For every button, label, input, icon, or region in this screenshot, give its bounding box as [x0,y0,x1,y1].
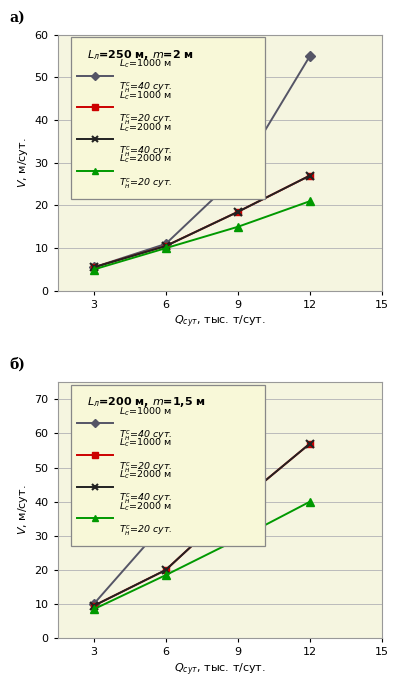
FancyBboxPatch shape [70,384,265,546]
Text: $T^с_н$=40 сут.: $T^с_н$=40 сут. [119,145,173,159]
Text: $L_с$=2000 м: $L_с$=2000 м [119,469,172,481]
Text: $T^с_н$=20 сут.: $T^с_н$=20 сут. [119,460,173,475]
Text: $L_с$=2000 м: $L_с$=2000 м [119,500,172,513]
Y-axis label: $V$, м/сут.: $V$, м/сут. [16,138,30,188]
X-axis label: $Q_{\mathit{сут}}$, тыс. т/сут.: $Q_{\mathit{сут}}$, тыс. т/сут. [174,314,266,331]
FancyBboxPatch shape [70,37,265,198]
Text: а): а) [9,10,25,25]
X-axis label: $Q_{\mathit{сут}}$, тыс. т/сут.: $Q_{\mathit{сут}}$, тыс. т/сут. [174,661,266,678]
Text: $T^с_н$=20 сут.: $T^с_н$=20 сут. [119,112,173,127]
Text: $\it{L}_{л}$=250 м, $\it{m}$=2 м: $\it{L}_{л}$=250 м, $\it{m}$=2 м [87,48,194,61]
Text: $L_с$=1000 м: $L_с$=1000 м [119,58,172,70]
Text: $T^с_н$=40 сут.: $T^с_н$=40 сут. [119,81,173,95]
Text: $L_с$=1000 м: $L_с$=1000 м [119,437,172,449]
Text: $L_с$=2000 м: $L_с$=2000 м [119,153,172,165]
Text: $T^с_н$=20 сут.: $T^с_н$=20 сут. [119,176,173,191]
Y-axis label: $V$, м/сут.: $V$, м/сут. [16,485,30,535]
Text: $L_с$=1000 м: $L_с$=1000 м [119,405,172,418]
Text: $L_с$=2000 м: $L_с$=2000 м [119,121,172,134]
Text: $T^с_н$=20 сут.: $T^с_н$=20 сут. [119,524,173,538]
Text: $T^с_н$=40 сут.: $T^с_н$=40 сут. [119,492,173,506]
Text: $\it{L}_{л}$=200 м, $\it{m}$=1,5 м: $\it{L}_{л}$=200 м, $\it{m}$=1,5 м [87,395,206,409]
Text: $T^с_н$=40 сут.: $T^с_н$=40 сут. [119,429,173,443]
Text: $L_с$=1000 м: $L_с$=1000 м [119,90,172,102]
Text: б): б) [9,358,25,372]
